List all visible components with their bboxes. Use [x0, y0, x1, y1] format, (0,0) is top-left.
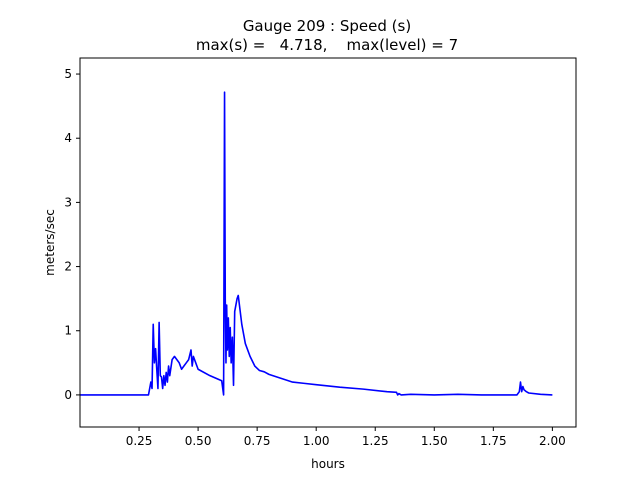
x-tick-label: 1.75	[480, 434, 507, 448]
x-tick-label: 1.50	[421, 434, 448, 448]
x-tick-label: 0.25	[126, 434, 153, 448]
plot-frame	[79, 57, 577, 428]
x-tick-label: 0.75	[244, 434, 271, 448]
y-axis-label: meters/sec	[43, 209, 57, 276]
chart-title: Gauge 209 : Speed (s)	[243, 17, 411, 35]
plot-area	[80, 58, 576, 427]
y-tick-label: 1	[64, 324, 72, 338]
x-tick-label: 1.25	[362, 434, 389, 448]
y-axis: 0 1 2 3 4 5	[64, 67, 80, 402]
series-line	[80, 91, 553, 396]
x-tick-label: 2.00	[539, 434, 566, 448]
y-tick-label: 3	[64, 195, 72, 209]
x-axis: 0.25 0.50 0.75 1.00 1.25 1.50 1.75 2.00	[126, 427, 566, 448]
x-tick-label: 0.50	[185, 434, 212, 448]
y-tick-label: 5	[64, 67, 72, 81]
y-tick-label: 2	[64, 260, 72, 274]
chart-subtitle: max(s) = 4.718, max(level) = 7	[196, 36, 458, 54]
x-axis-label: hours	[311, 457, 345, 471]
y-tick-label: 4	[64, 131, 72, 145]
x-tick-label: 1.00	[303, 434, 330, 448]
series-layer	[80, 91, 553, 396]
y-tick-label: 0	[64, 388, 72, 402]
